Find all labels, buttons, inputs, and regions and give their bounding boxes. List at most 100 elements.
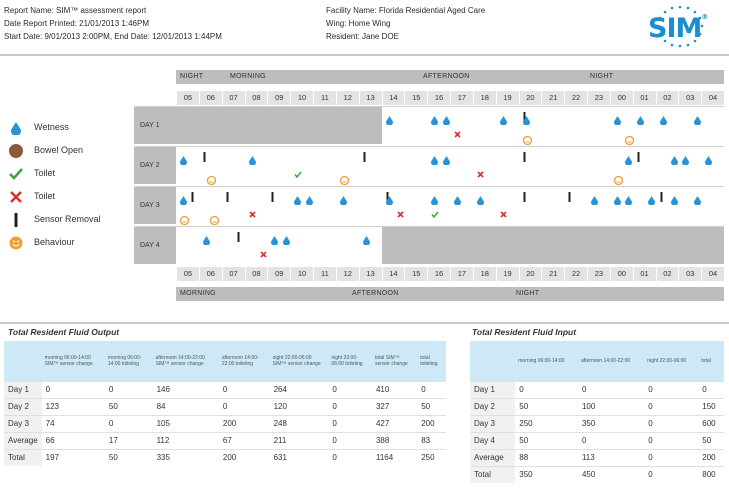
behaviour-face-icon [209, 212, 219, 230]
wetness-droplet-icon [339, 192, 347, 210]
hour-label: 15 [404, 267, 427, 281]
sensor-removal-bar-icon [386, 189, 389, 207]
wetness-droplet-icon [180, 192, 187, 210]
table-cell: 0 [328, 448, 372, 466]
hour-label: 19 [495, 267, 519, 281]
wetness-droplet-icon [476, 192, 484, 210]
date-range: Start Date: 9/01/2013 2:00PM, End Date: … [4, 32, 222, 41]
hour-label: 19 [495, 91, 519, 105]
wetness-droplet-icon [202, 232, 210, 250]
column-header [4, 341, 42, 381]
column-header: afternoon 14:00-22:00 SIM™ sensor change [152, 341, 219, 381]
shift-label: NIGHT [180, 73, 204, 80]
shift-label: MORNING [180, 290, 216, 297]
wing-name: Wing: Home Wing [326, 19, 391, 28]
table-cell: 50 [698, 431, 724, 449]
table-cell: 0 [644, 465, 699, 483]
bar-icon [8, 212, 24, 228]
shift-row-top: NIGHT MORNING AFTERNOON NIGHT [176, 70, 724, 84]
hour-label: 23 [587, 267, 610, 281]
hour-label: 04 [701, 91, 724, 105]
table-cell: 0 [104, 380, 153, 398]
hour-label: 21 [541, 91, 564, 105]
legend-item: Bowel Open [8, 143, 138, 161]
behaviour-face-icon [522, 132, 532, 150]
row-label: Total [4, 448, 42, 466]
behaviour-face-icon [179, 212, 190, 230]
hour-label: 12 [335, 91, 359, 105]
hour-row-top: 05 06 07 08 09 10 11 12 13 14 15 16 17 18 19 20 21 22 23 00… [176, 91, 724, 105]
no-data-block [381, 227, 724, 264]
toilet-check-icon [431, 205, 439, 223]
hour-label: 11 [313, 91, 336, 105]
hour-label: 10 [290, 91, 313, 105]
row-label: Day 2 [4, 397, 42, 415]
table-cell: 211 [269, 431, 329, 449]
toilet-cross-icon [454, 125, 461, 143]
hour-label: 09 [267, 267, 290, 281]
no-data-block [176, 107, 382, 144]
hour-label: 16 [427, 267, 450, 281]
wetness-droplet-icon [682, 152, 690, 170]
table-cell: 74 [41, 414, 105, 432]
table-cell: 66 [41, 431, 105, 449]
wetness-droplet-icon [431, 112, 439, 130]
behaviour-face-icon [625, 132, 635, 150]
table-cell: 800 [698, 465, 724, 483]
sim-logo: SIM® [640, 4, 720, 50]
wetness-droplet-icon [636, 112, 644, 130]
droplet-icon [8, 120, 24, 136]
wetness-droplet-icon [705, 152, 713, 170]
hour-label: 08 [244, 267, 268, 281]
wetness-droplet-icon [248, 152, 256, 170]
table-cell: 113 [577, 448, 645, 466]
legend-label: Sensor Removal [34, 214, 101, 224]
toilet-cross-icon [500, 205, 507, 223]
hour-label: 20 [518, 91, 542, 105]
hour-label: 13 [358, 91, 382, 105]
day-row: DAY 3 [134, 186, 724, 226]
shift-row-bottom: MORNING AFTERNOON NIGHT [176, 287, 724, 301]
table-row: Day 3 250 350 0 600 [470, 414, 724, 432]
table-cell: 50 [104, 448, 153, 466]
column-header [470, 341, 516, 381]
table-cell: 200 [218, 448, 270, 466]
fluid-output-table: morning 06:00-14:00 SIM™ sensor change mo… [4, 341, 446, 466]
table-cell: 0 [104, 414, 153, 432]
hour-label: 22 [564, 267, 587, 281]
report-name: Report Name: SIM™ assessment report [4, 6, 147, 15]
hour-label: 09 [267, 91, 290, 105]
shift-label: NIGHT [590, 73, 614, 80]
hour-label: 03 [678, 91, 701, 105]
table-cell: 388 [371, 431, 418, 449]
legend-item: Wetness [8, 120, 138, 138]
hour-label: 08 [244, 91, 268, 105]
wetness-droplet-icon [659, 112, 667, 130]
hour-label: 02 [655, 267, 679, 281]
row-label: Day 3 [4, 414, 42, 432]
logo-registered-mark: ® [701, 13, 708, 21]
table-cell: 50 [104, 397, 153, 415]
row-label: Day 4 [470, 431, 516, 449]
table-header-row: morning 06:00-14:00 afternoon 14:00-22:00… [470, 341, 724, 381]
fluid-input-table: morning 06:00-14:00 afternoon 14:00-22:00… [470, 341, 724, 483]
hour-row-bottom: 05 06 07 08 09 10 11 12 13 14 15 16 17 18 19 20 21 22 23 00… [176, 267, 724, 281]
day-row: DAY 4 [134, 226, 724, 264]
date-printed: Date Report Printed: 21/01/2013 1:46PM [4, 19, 149, 28]
report-meta-right: Facility Name: Florida Residential Aged … [326, 4, 485, 43]
hour-label: 18 [472, 91, 496, 105]
hour-label: 15 [404, 91, 427, 105]
table-cell: 0 [644, 448, 699, 466]
table-cell: 200 [698, 448, 724, 466]
table-cell: 0 [577, 380, 645, 398]
legend-label: Toilet [34, 191, 56, 201]
shift-label: AFTERNOON [352, 290, 399, 297]
hour-label: 05 [176, 267, 199, 281]
toilet-cross-icon [260, 245, 267, 263]
input-table-title: Total Resident Fluid Input [472, 327, 577, 337]
wetness-droplet-icon [648, 192, 656, 210]
behaviour-face-icon [339, 172, 349, 190]
day-row: DAY 2 [134, 146, 724, 186]
sensor-removal-bar-icon [203, 149, 206, 167]
table-cell: 0 [417, 380, 446, 398]
